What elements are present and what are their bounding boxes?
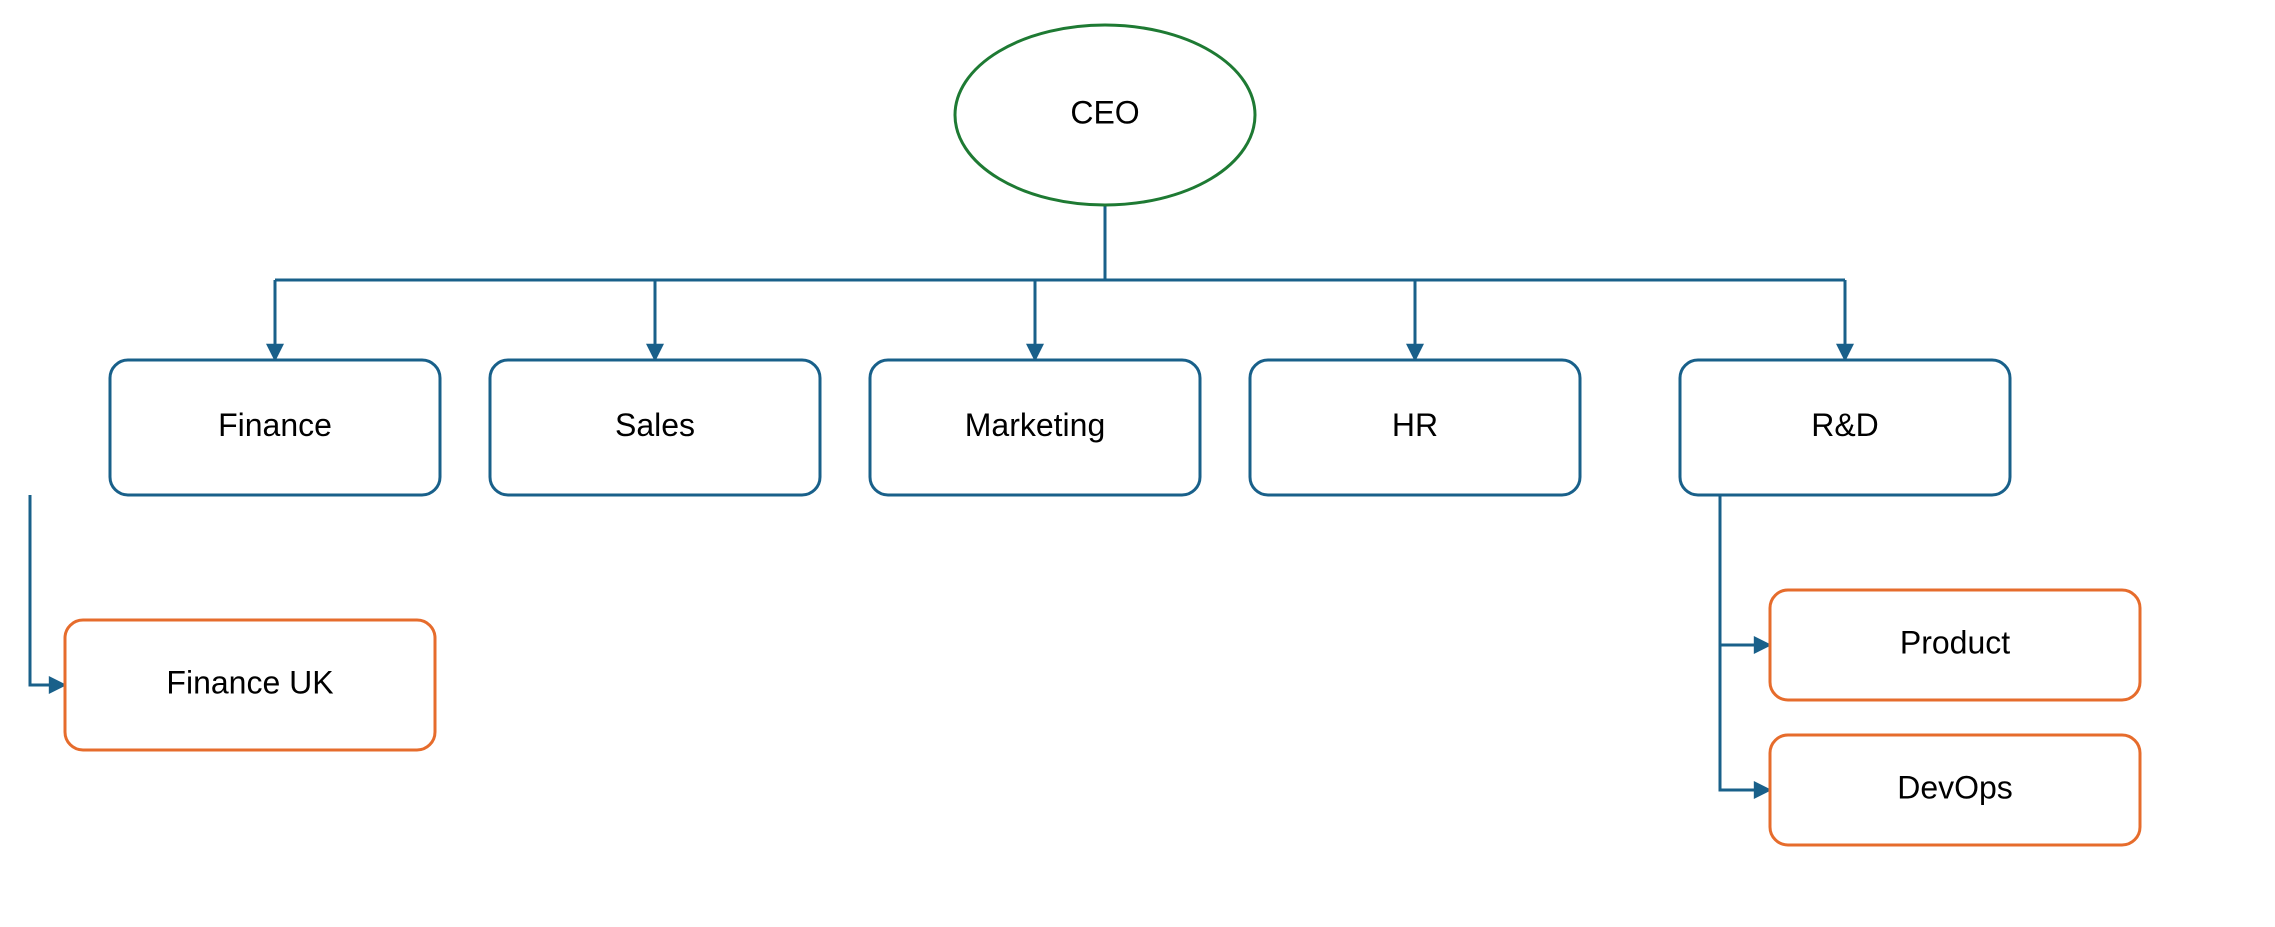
org-chart: CEO Finance Sales Marketing HR R&D Finance UK P…: [0, 0, 2275, 927]
node-marketing: Marketing: [870, 360, 1200, 495]
node-label: Product: [1900, 624, 2010, 660]
node-label: Finance UK: [166, 664, 333, 700]
node-finance: Finance: [110, 360, 440, 495]
node-label: CEO: [1070, 94, 1139, 130]
node-devops: DevOps: [1770, 735, 2140, 845]
edge: [30, 495, 65, 685]
node-label: Marketing: [965, 407, 1106, 443]
node-label: DevOps: [1897, 769, 2013, 805]
node-finance_uk: Finance UK: [65, 620, 435, 750]
node-label: HR: [1392, 407, 1438, 443]
node-product: Product: [1770, 590, 2140, 700]
node-label: R&D: [1811, 407, 1879, 443]
node-hr: HR: [1250, 360, 1580, 495]
edge: [1720, 495, 1770, 790]
node-label: Finance: [218, 407, 332, 443]
node-label: Sales: [615, 407, 695, 443]
node-ceo: CEO: [955, 25, 1255, 205]
node-sales: Sales: [490, 360, 820, 495]
edge: [1720, 495, 1770, 645]
node-rnd: R&D: [1680, 360, 2010, 495]
